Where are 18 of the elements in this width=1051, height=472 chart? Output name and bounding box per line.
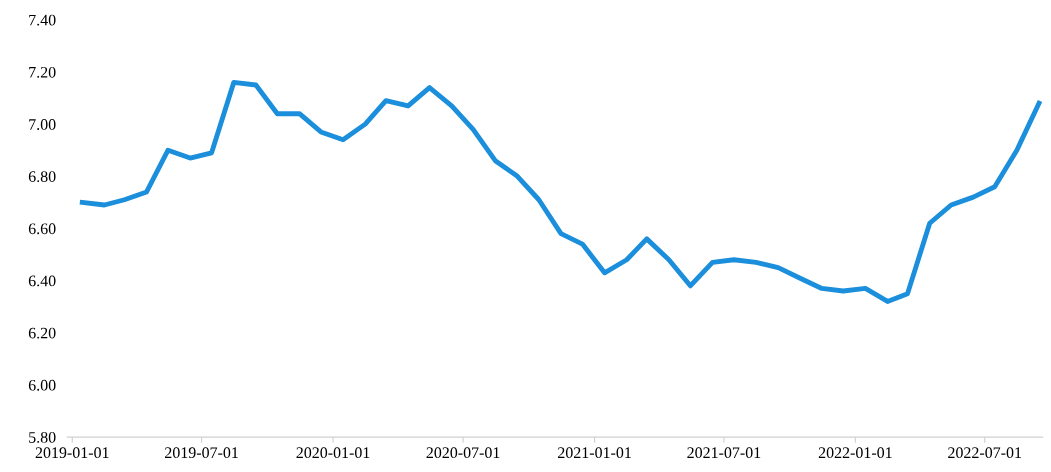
x-tick-label: 2020-07-01 <box>426 447 500 459</box>
x-tick-label: 2021-01-01 <box>558 447 631 459</box>
line-series <box>79 79 1042 304</box>
x-tick-label: 2021-07-01 <box>687 447 761 459</box>
y-tick-label: 5.80 <box>29 431 56 443</box>
y-tick-label: 6.40 <box>28 275 56 287</box>
y-tick-label: 6.20 <box>28 327 56 339</box>
x-tick-label: 2019-01-01 <box>35 447 109 459</box>
y-tick-label: 6.60 <box>28 223 56 235</box>
y-tick-label: 6.00 <box>28 379 56 391</box>
x-tick-label: 2020-01-01 <box>296 447 370 459</box>
x-tick-label: 2022-07-01 <box>948 447 1022 459</box>
y-tick-label: 6.80 <box>28 171 56 183</box>
y-tick-label: 7.40 <box>29 14 56 26</box>
x-tick-label: 2019-07-01 <box>165 447 238 459</box>
x-tick-label: 2022-01-01 <box>818 447 892 459</box>
y-tick-label: 7.00 <box>29 119 56 130</box>
y-tick-label: 7.20 <box>29 66 56 78</box>
